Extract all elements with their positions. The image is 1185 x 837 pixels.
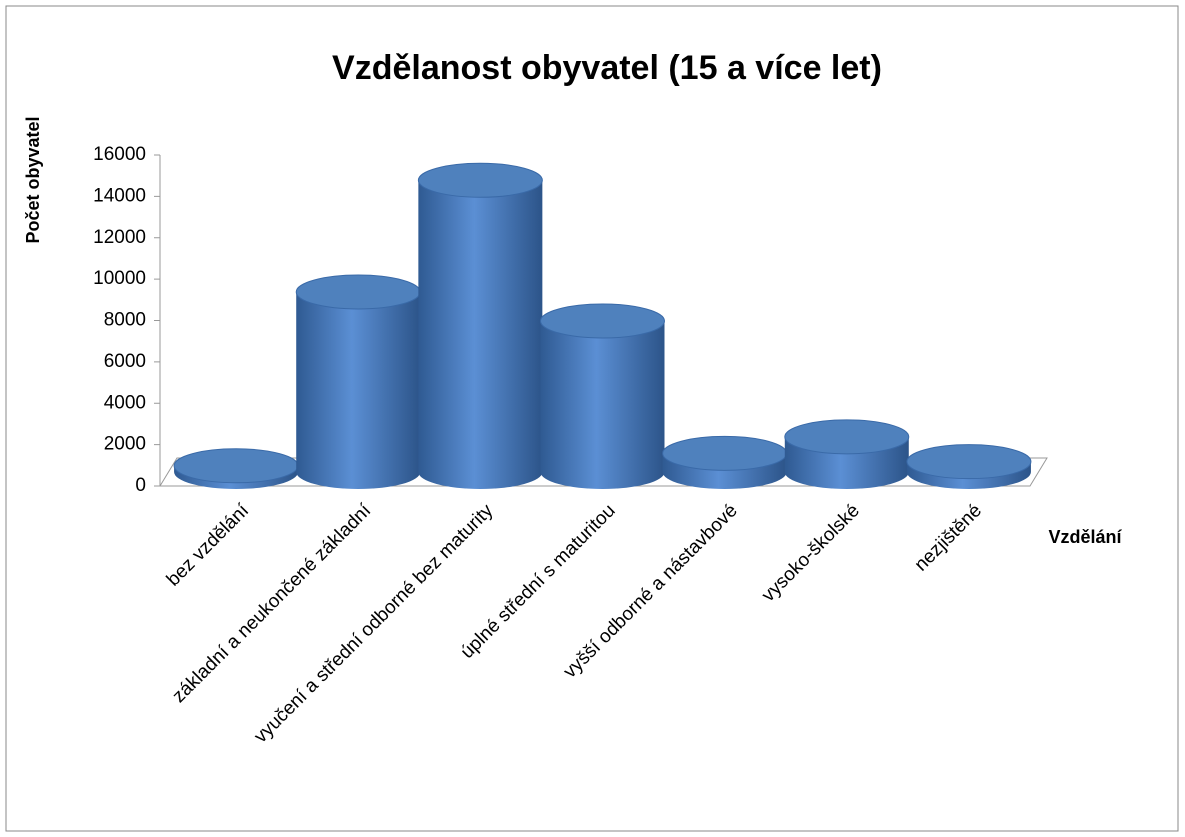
- bar-body: [296, 292, 421, 489]
- y-tick-label: 8000: [104, 310, 146, 331]
- y-axis-title: Počet obyvatel: [23, 116, 43, 243]
- y-tick-label: 6000: [104, 351, 146, 372]
- y-tick-label: 0: [135, 475, 146, 496]
- bar: [417, 162, 543, 489]
- y-tick-label: 10000: [93, 268, 146, 289]
- bar-top: [417, 162, 543, 198]
- bar-top: [662, 435, 788, 471]
- bar-top: [173, 448, 299, 484]
- y-tick-label: 2000: [104, 434, 146, 455]
- y-tick-label: 4000: [104, 392, 146, 413]
- y-tick-label: 16000: [93, 144, 146, 165]
- chart-title: Vzdělanost obyvatel (15 a více let): [332, 49, 882, 87]
- bar-body: [540, 320, 665, 489]
- bar: [295, 274, 421, 489]
- x-axis-title: Vzdělání: [1048, 527, 1122, 547]
- bar-top: [906, 444, 1032, 480]
- bar: [173, 448, 299, 489]
- bar-top: [784, 419, 910, 455]
- y-tick-label: 14000: [93, 185, 146, 206]
- bar-top: [295, 274, 421, 310]
- bar: [540, 303, 665, 489]
- bar: [906, 444, 1032, 489]
- bar: [662, 435, 788, 489]
- bar-body: [418, 180, 543, 489]
- bar-top: [540, 303, 665, 339]
- bar: [784, 419, 910, 489]
- y-tick-label: 12000: [93, 227, 146, 248]
